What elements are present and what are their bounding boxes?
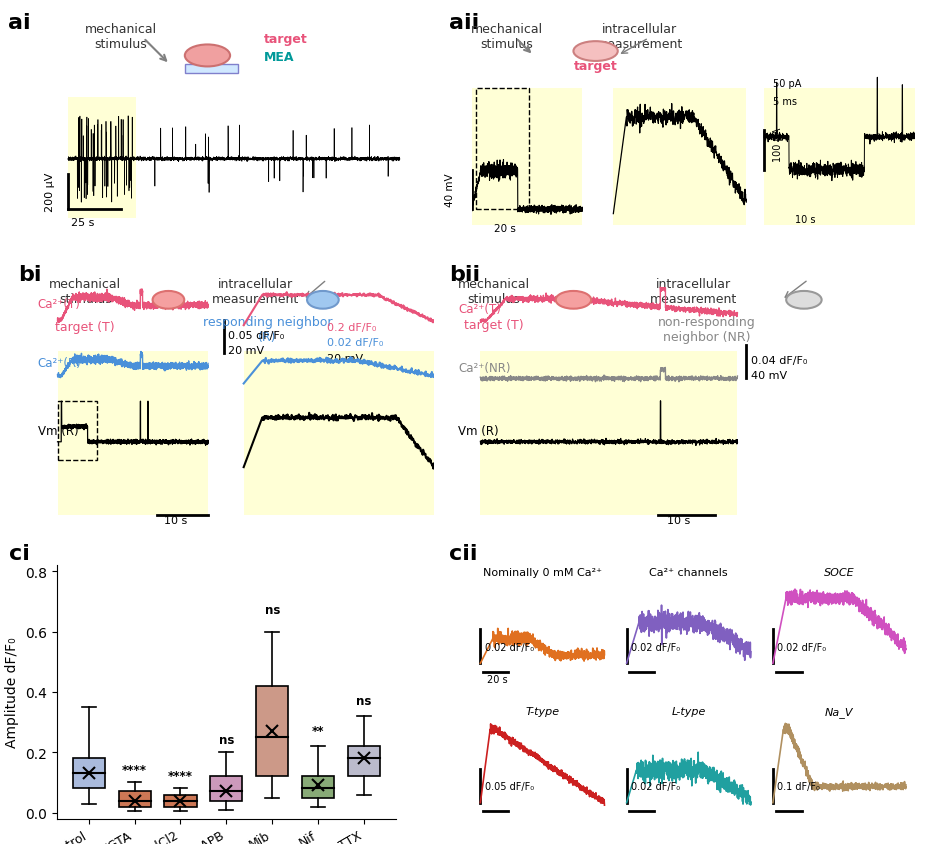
Text: target (T): target (T) <box>464 318 523 331</box>
Bar <box>480 351 737 516</box>
Text: Nominally 0 mM Ca²⁺: Nominally 0 mM Ca²⁺ <box>483 567 602 577</box>
Text: 20 s: 20 s <box>487 674 507 684</box>
Text: Vm (R): Vm (R) <box>38 425 78 438</box>
Text: Ca²⁺(T): Ca²⁺(T) <box>38 298 80 311</box>
Bar <box>243 351 434 516</box>
Bar <box>164 794 196 807</box>
Text: bii: bii <box>450 265 481 285</box>
Text: 50 pA: 50 pA <box>773 79 802 89</box>
Text: mechanical
stimulus: mechanical stimulus <box>85 24 157 51</box>
Ellipse shape <box>307 292 339 310</box>
Text: SOCE: SOCE <box>824 567 854 577</box>
Bar <box>302 776 334 798</box>
Text: intracellular
measurement: intracellular measurement <box>596 24 684 51</box>
Text: 40 mV: 40 mV <box>445 174 455 207</box>
Text: 10 s: 10 s <box>164 516 188 525</box>
Text: 0.1 dF/F₀: 0.1 dF/F₀ <box>777 782 820 792</box>
Text: MEA: MEA <box>264 51 294 64</box>
Text: responding neighbor
(R): responding neighbor (R) <box>203 316 332 344</box>
Text: 100 pA: 100 pA <box>773 127 783 161</box>
Text: bi: bi <box>18 265 41 285</box>
Text: 0.2 dF/F₀: 0.2 dF/F₀ <box>327 323 376 333</box>
Text: 10 s: 10 s <box>795 215 816 225</box>
Text: target: target <box>264 33 307 46</box>
Text: Na_V: Na_V <box>825 706 853 717</box>
Bar <box>613 89 746 225</box>
Bar <box>472 89 583 225</box>
Text: Ca²⁺ channels: Ca²⁺ channels <box>650 567 728 577</box>
Text: Ca²⁺(R): Ca²⁺(R) <box>38 356 81 370</box>
Text: Ca²⁺(T): Ca²⁺(T) <box>458 303 501 316</box>
Text: non-responding
neighbor (NR): non-responding neighbor (NR) <box>657 316 755 344</box>
Text: intracellular
measurement: intracellular measurement <box>212 278 299 306</box>
Text: 0.04 dF/F₀: 0.04 dF/F₀ <box>751 356 807 365</box>
Text: ns: ns <box>219 733 234 746</box>
Text: ****: **** <box>168 770 193 782</box>
Text: L-type: L-type <box>671 706 706 717</box>
Text: ci: ci <box>9 543 30 563</box>
Bar <box>119 792 151 807</box>
Text: target: target <box>573 60 618 73</box>
Ellipse shape <box>573 42 618 62</box>
Text: 0.05 dF/F₀: 0.05 dF/F₀ <box>228 331 284 340</box>
Text: 25 s: 25 s <box>72 218 94 227</box>
Text: 0.05 dF/F₀: 0.05 dF/F₀ <box>485 782 534 792</box>
Text: T-type: T-type <box>525 706 559 717</box>
Bar <box>348 746 380 776</box>
Bar <box>58 402 97 460</box>
Ellipse shape <box>153 292 184 310</box>
Text: aii: aii <box>450 13 480 32</box>
Text: 0.02 dF/F₀: 0.02 dF/F₀ <box>485 642 534 652</box>
Text: 20 mV: 20 mV <box>327 354 363 363</box>
Text: mechanical
stimulus: mechanical stimulus <box>471 24 543 51</box>
Text: ns: ns <box>356 694 372 707</box>
Text: 0.02 dF/F₀: 0.02 dF/F₀ <box>777 642 826 652</box>
Text: 10 s: 10 s <box>667 516 689 525</box>
Text: 40 mV: 40 mV <box>751 371 786 381</box>
Ellipse shape <box>786 292 821 310</box>
Bar <box>210 776 242 801</box>
Ellipse shape <box>185 46 230 68</box>
Text: target (T): target (T) <box>56 321 115 333</box>
Bar <box>58 351 208 516</box>
Text: 0.02 dF/F₀: 0.02 dF/F₀ <box>327 338 383 348</box>
Text: ****: **** <box>122 764 147 776</box>
Y-axis label: Amplitude dF/F₀: Amplitude dF/F₀ <box>6 637 19 747</box>
Bar <box>185 65 238 74</box>
Bar <box>256 686 289 776</box>
Bar <box>476 89 529 210</box>
Ellipse shape <box>555 292 591 310</box>
Bar <box>68 98 136 219</box>
Text: **: ** <box>312 724 324 738</box>
Bar <box>764 89 915 225</box>
Text: 20 s: 20 s <box>494 224 516 234</box>
Text: Vm (R): Vm (R) <box>458 425 499 438</box>
Text: 0.02 dF/F₀: 0.02 dF/F₀ <box>631 782 680 792</box>
Text: intracellular
measurement: intracellular measurement <box>650 278 736 306</box>
Text: 5 ms: 5 ms <box>773 97 797 106</box>
Text: cii: cii <box>450 543 478 563</box>
Text: 0.02 dF/F₀: 0.02 dF/F₀ <box>631 642 680 652</box>
Text: ns: ns <box>264 603 280 617</box>
Bar <box>73 759 105 788</box>
Text: 20 mV: 20 mV <box>228 346 264 355</box>
Text: mechanical
stimulus: mechanical stimulus <box>457 278 530 306</box>
Text: ai: ai <box>8 13 30 32</box>
Text: Ca²⁺(NR): Ca²⁺(NR) <box>458 361 511 375</box>
Text: 200 µV: 200 µV <box>45 173 56 212</box>
Text: mechanical
stimulus: mechanical stimulus <box>49 278 122 306</box>
